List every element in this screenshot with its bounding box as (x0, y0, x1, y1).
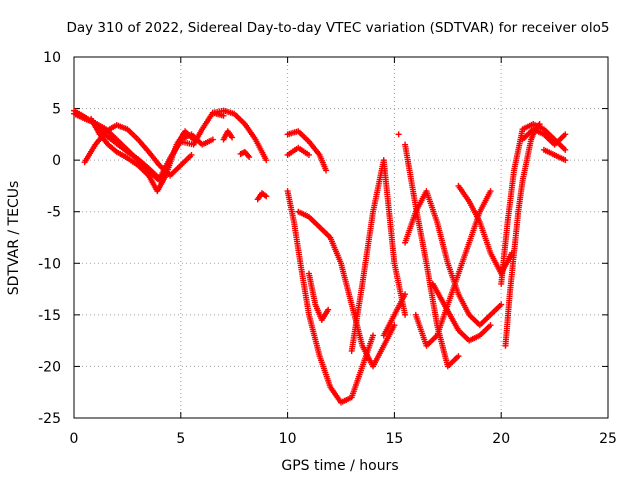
data-point (487, 188, 494, 195)
data-point (229, 134, 236, 141)
x-tick-label: 25 (599, 431, 617, 447)
data-point (402, 291, 409, 298)
data-point (245, 152, 252, 159)
y-tick-label: 10 (43, 50, 61, 66)
grid-lines (74, 57, 608, 418)
series-track-05 (209, 107, 270, 164)
y-tick-label: -20 (38, 359, 61, 375)
y-axis-label: SDTVAR / TECUs (6, 181, 22, 296)
plot-frame (73, 56, 609, 419)
data-point (305, 151, 312, 158)
data-point (562, 146, 569, 153)
x-tick-label: 5 (176, 431, 185, 447)
data-point (391, 322, 398, 329)
series-track-22 (498, 121, 569, 287)
series-track-06 (220, 128, 236, 143)
series-track-15 (380, 291, 409, 339)
axis-ticks (73, 56, 609, 419)
series-track-11 (284, 188, 377, 406)
series-track-12 (295, 208, 398, 370)
data-point (402, 311, 409, 318)
series-track-08 (254, 190, 270, 203)
data-point (263, 157, 270, 164)
y-tick-label: -10 (38, 256, 61, 272)
data-point (220, 112, 227, 119)
data-point (209, 136, 216, 143)
series-track-14 (348, 157, 409, 354)
y-tick-label: 5 (52, 102, 61, 118)
data-points (71, 107, 569, 406)
series-track-13 (305, 270, 332, 324)
x-axis-label: GPS time / hours (281, 458, 398, 474)
series-track-04 (88, 115, 197, 195)
x-tick-label: 0 (70, 431, 79, 447)
data-point (263, 193, 270, 200)
data-point (323, 167, 330, 174)
data-point (188, 151, 195, 158)
data-point (246, 154, 253, 161)
series-track-25 (395, 131, 402, 138)
data-point (498, 301, 505, 308)
series-track-17 (402, 141, 462, 370)
data-point (395, 131, 402, 138)
series-track-07 (237, 148, 253, 161)
data-point (562, 157, 569, 164)
data-point (190, 136, 197, 143)
series-track-09 (284, 128, 330, 174)
data-point (325, 306, 332, 313)
y-tick-label: -25 (38, 411, 61, 427)
y-tick-label: -5 (47, 205, 61, 221)
x-tick-label: 15 (385, 431, 403, 447)
x-tick-label: 10 (279, 431, 297, 447)
x-tick-labels: 0 5 10 15 20 25 (70, 431, 617, 447)
data-point (455, 353, 462, 360)
data-point (370, 332, 377, 339)
chart-title: Day 310 of 2022, Sidereal Day-to-day VTE… (66, 20, 609, 36)
series-track-24 (540, 146, 569, 164)
series-track-23 (519, 126, 569, 148)
y-tick-label: -15 (38, 308, 61, 324)
series-track-19 (429, 280, 494, 344)
x-tick-label: 20 (492, 431, 510, 447)
series-track-03 (81, 122, 195, 179)
data-point (487, 322, 494, 329)
y-tick-label: 0 (52, 153, 61, 169)
data-point (562, 131, 569, 138)
series-track-10 (284, 144, 312, 158)
y-tick-labels: -25 -20 -15 -10 -5 0 5 10 (38, 50, 61, 427)
